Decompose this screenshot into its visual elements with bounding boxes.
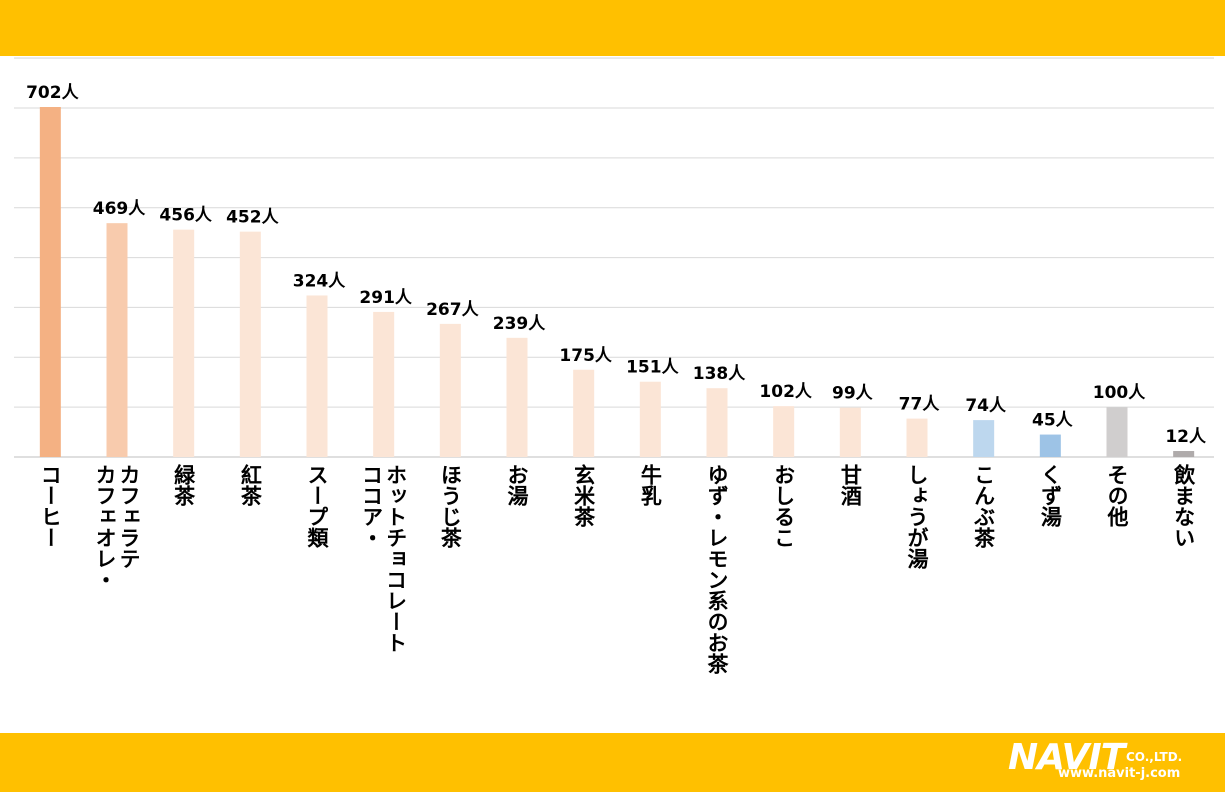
bar: [173, 229, 195, 457]
logo-company-text: CO.,LTD.: [1126, 750, 1183, 764]
category-label: ココア・: [360, 464, 384, 548]
data-label: 77人: [899, 395, 941, 415]
bar: [1039, 434, 1061, 457]
bar: [706, 388, 728, 457]
category-label: カフェオレ・: [93, 464, 117, 590]
category-label: 紅茶: [238, 463, 262, 506]
data-label: 456人: [159, 206, 212, 226]
data-label: 324人: [293, 271, 346, 291]
data-label: 151人: [626, 358, 679, 378]
navit-logo: NAVIT CO.,LTD. www.navit-j.com: [1008, 738, 1213, 786]
data-label: 74人: [965, 396, 1007, 416]
category-label: ほうじ茶: [438, 464, 462, 548]
category-label: 甘酒: [838, 464, 862, 506]
data-label: 12人: [1165, 427, 1207, 447]
category-label: コーヒー: [38, 464, 62, 548]
category-label: スープ類: [305, 464, 330, 549]
bar: [906, 418, 928, 457]
category-label: しょうが湯: [905, 464, 929, 569]
bar: [239, 231, 261, 457]
bar: [106, 223, 128, 457]
category-label: 玄米茶: [572, 463, 596, 527]
bar: [373, 311, 395, 457]
data-label: 138人: [693, 364, 746, 384]
bar: [439, 323, 461, 457]
bar: [306, 295, 328, 457]
data-label: 452人: [226, 208, 279, 228]
bar: [39, 107, 61, 457]
bar: [573, 369, 595, 457]
data-label: 100人: [1093, 383, 1146, 403]
category-label: ゆず・レモン系のお茶: [705, 464, 729, 674]
category-label: おしるこ: [772, 464, 796, 548]
category-label: 緑茶: [172, 463, 196, 506]
bar: [839, 407, 861, 457]
bar-chart: 702人 469人 456人 452人 324人 291人 267人 239人 175人 151人…: [14, 57, 1214, 674]
category-label: ホットチョコレート: [384, 464, 408, 653]
category-label: その他: [1105, 464, 1130, 528]
logo-url-text: www.navit-j.com: [1058, 766, 1181, 781]
category-label: カフェラテ: [117, 464, 141, 569]
category-labels: コーヒー カフェオレ・ カフェラテ 緑茶 紅茶 スープ類 ココア・ ホットチョコレート ほうじ茶…: [38, 463, 1196, 674]
data-label: 469人: [93, 199, 146, 219]
category-label: こんぶ茶: [972, 464, 996, 548]
category-label: くず湯: [1038, 464, 1062, 527]
data-label: 102人: [759, 382, 812, 402]
data-label: 239人: [493, 314, 546, 334]
data-label: 702人: [26, 83, 79, 103]
category-label: お湯: [505, 464, 529, 506]
top-banner: [0, 0, 1225, 56]
data-label: 175人: [559, 346, 612, 366]
category-label: 牛乳: [638, 464, 662, 506]
value-labels: 702人 469人 456人 452人 324人 291人 267人 239人 175人 151人…: [26, 83, 1207, 447]
bar: [506, 337, 528, 457]
bottom-banner: [0, 733, 1225, 792]
category-label: 飲まない: [1172, 463, 1197, 548]
bars: [39, 107, 1195, 457]
bar: [973, 420, 995, 457]
logo-main-text: NAVIT: [1008, 737, 1125, 778]
data-label: 267人: [426, 300, 479, 320]
data-label: 99人: [832, 384, 874, 404]
bar: [773, 406, 795, 457]
bar: [1106, 407, 1128, 457]
bar: [639, 381, 661, 457]
gridlines: [14, 57, 1214, 458]
bar: [1173, 451, 1195, 457]
data-label: 291人: [359, 288, 412, 308]
data-label: 45人: [1032, 411, 1074, 431]
